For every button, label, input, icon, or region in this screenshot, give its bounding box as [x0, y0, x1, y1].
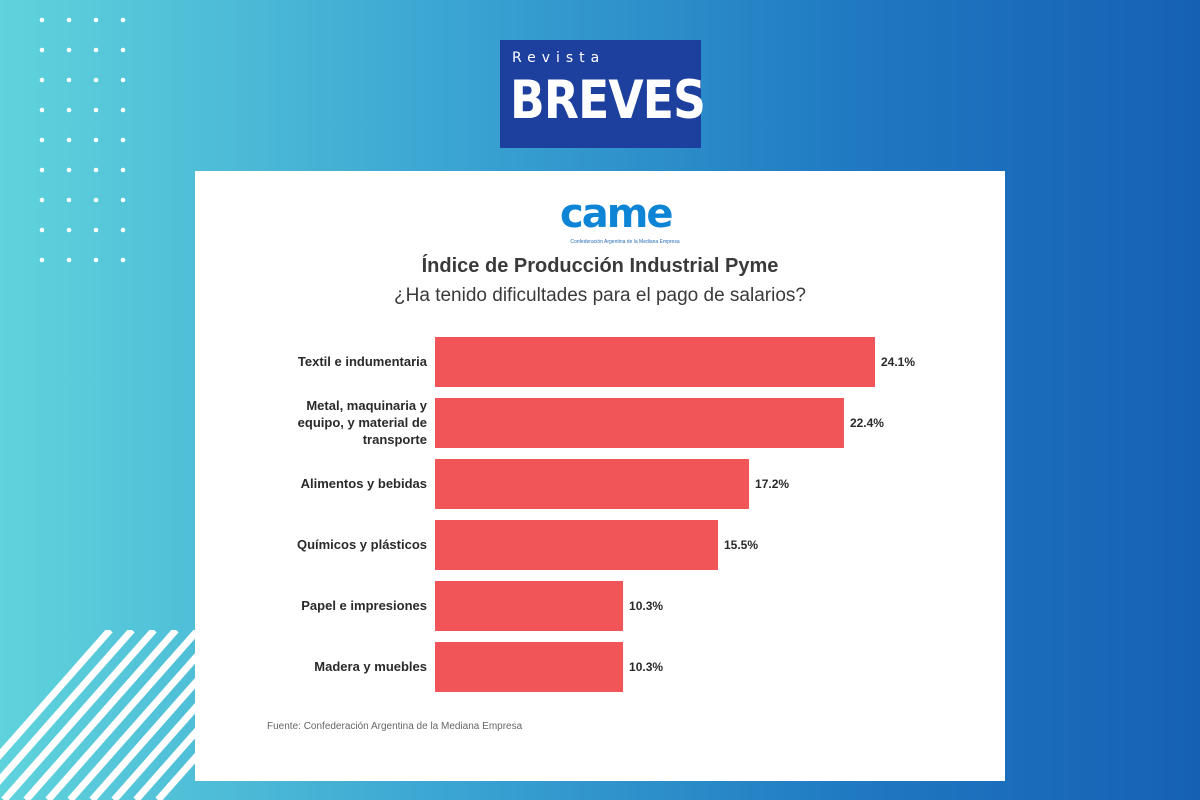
category-label: Alimentos y bebidas	[301, 476, 427, 491]
decor-dot	[39, 107, 45, 113]
decor-dot	[93, 77, 99, 83]
decor-dot	[93, 47, 99, 53]
came-logo-subtext: Confederación Argentina de la Mediana Em…	[570, 239, 680, 245]
decor-dot	[93, 257, 99, 263]
decor-dot	[93, 167, 99, 173]
decor-dot	[66, 107, 72, 113]
decorative-stripes	[0, 630, 200, 800]
chart-title: Índice de Producción Industrial Pyme	[421, 255, 779, 277]
brand-small-text: Revista	[512, 50, 606, 66]
bar	[435, 520, 718, 570]
decor-stripe	[45, 630, 200, 800]
decor-stripe	[89, 672, 200, 800]
decor-dot	[120, 197, 126, 203]
decor-dot	[39, 47, 45, 53]
decor-dot	[120, 137, 126, 143]
value-label: 22.4%	[850, 416, 884, 430]
bar	[435, 398, 844, 448]
category-label: Químicos y plásticos	[297, 537, 427, 552]
value-label: 17.2%	[755, 477, 789, 491]
decor-stripe	[0, 630, 135, 785]
decor-dot	[120, 17, 126, 23]
decor-dot	[39, 227, 45, 233]
decor-dot	[93, 197, 99, 203]
decor-dot	[39, 77, 45, 83]
decor-dot	[120, 257, 126, 263]
decor-dot	[66, 47, 72, 53]
decor-dot	[66, 77, 72, 83]
decor-dot	[66, 137, 72, 143]
decor-dot	[66, 227, 72, 233]
decor-stripe	[155, 747, 200, 800]
category-label: Textil e indumentaria	[298, 354, 428, 369]
decor-dot	[66, 167, 72, 173]
value-label: 10.3%	[629, 599, 663, 613]
decor-dot	[93, 107, 99, 113]
category-label: Metal, maquinaria y equipo, y material de…	[298, 398, 428, 447]
decor-dot	[66, 197, 72, 203]
source-note: Fuente: Confederación Argentina de la Me…	[267, 721, 523, 732]
decor-dot	[120, 77, 126, 83]
value-label: 24.1%	[881, 355, 915, 369]
bar	[435, 642, 624, 692]
category-label: Papel e impresiones	[301, 598, 427, 613]
decor-dot	[39, 137, 45, 143]
decorative-dots	[39, 17, 126, 263]
bar	[435, 581, 624, 631]
decor-dot	[39, 167, 45, 173]
bar	[435, 459, 750, 509]
decor-dot	[120, 167, 126, 173]
decor-dot	[66, 17, 72, 23]
decor-dot	[39, 257, 45, 263]
chart-card: came Confederación Argentina de la Media…	[195, 171, 1005, 781]
came-logo: came Confederación Argentina de la Media…	[560, 191, 680, 253]
decor-dot	[39, 17, 45, 23]
chart-subtitle: ¿Ha tenido dificultades para el pago de …	[394, 285, 806, 306]
decor-dot	[93, 137, 99, 143]
decor-stripe	[23, 630, 179, 800]
value-label: 15.5%	[724, 538, 758, 552]
decor-stripe	[0, 630, 113, 760]
decor-stripe	[1, 630, 157, 800]
decor-dot	[93, 227, 99, 233]
decor-dot	[93, 17, 99, 23]
decor-dot	[39, 197, 45, 203]
bar	[435, 337, 875, 387]
value-label: 10.3%	[629, 660, 663, 674]
decor-stripe	[133, 722, 200, 800]
bar-chart: 24.1% Textil e indumentaria 22.4% Metal, ma…	[297, 337, 915, 692]
category-label: Madera y muebles	[314, 659, 427, 674]
decor-dot	[120, 107, 126, 113]
decor-stripe	[111, 697, 200, 800]
decor-dot	[120, 227, 126, 233]
decor-dot	[120, 47, 126, 53]
brand-big-text: BREVES	[510, 70, 706, 131]
came-logo-text: came	[560, 191, 674, 237]
decor-dot	[66, 257, 72, 263]
brand-logo: Revista BREVES	[500, 40, 706, 148]
